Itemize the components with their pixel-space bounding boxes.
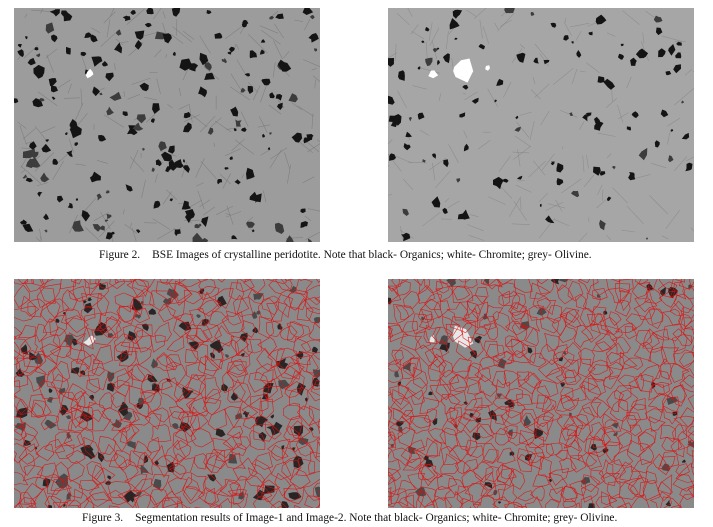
bse-image-2-svg [388,8,694,242]
figure-3-label: Figure 3. [82,512,124,524]
segmentation-image-2-svg [388,279,694,508]
bse-image-2 [388,8,694,242]
figure-3-text: Segmentation results of Image-1 and Imag… [135,512,618,524]
segmentation-image-1 [14,279,320,508]
figure-3-caption: Figure 3. Segmentation results of Image-1… [82,512,617,524]
segmentation-image-2 [388,279,694,508]
figure-2-text: BSE Images of crystalline peridotite. No… [152,249,592,261]
bse-image-1 [14,8,320,242]
segmentation-image-1-svg [14,279,320,508]
figure-2-label: Figure 2. [99,249,141,261]
bse-image-1-svg [14,8,320,242]
figure-2-caption: Figure 2. BSE Images of crystalline perid… [99,249,592,261]
